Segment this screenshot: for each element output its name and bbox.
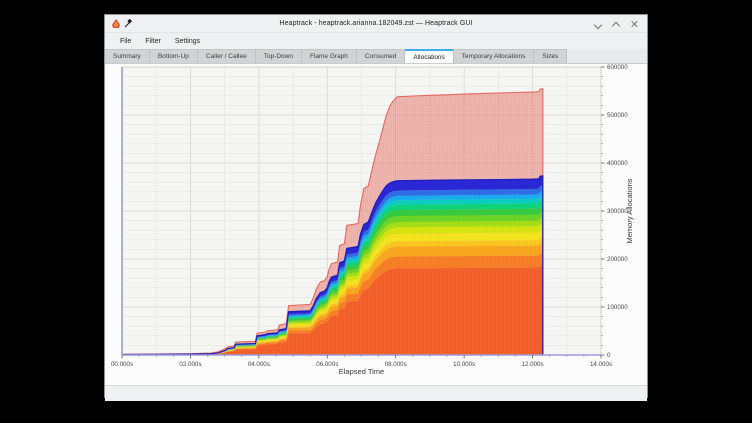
x-tick-label: 02.000s (179, 361, 201, 368)
status-bar (105, 385, 647, 401)
tab-allocations[interactable]: Allocations (405, 49, 454, 63)
x-tick-label: 12.000s (522, 361, 544, 368)
menu-item-settings[interactable]: Settings (174, 37, 201, 45)
tab-top-down[interactable]: Top-Down (255, 49, 302, 63)
y-tick-label: 300000 (607, 208, 628, 215)
tab-consumed[interactable]: Consumed (356, 49, 406, 63)
window-title: Heaptrack - heaptrack.arianna.182049.zst… (279, 20, 473, 27)
y-tick-label: 100000 (607, 304, 628, 311)
titlebar[interactable]: Heaptrack - heaptrack.arianna.182049.zst… (105, 15, 647, 33)
y-tick-label: 200000 (607, 256, 628, 263)
close-button[interactable] (630, 19, 639, 28)
x-tick-label: 06.000s (316, 361, 338, 368)
allocations-chart[interactable]: 00.000s 02.000s 04.000s 06.000s 08.000s 10.00… (105, 64, 647, 385)
tab-flame-graph[interactable]: Flame Graph (301, 49, 357, 63)
x-axis-title: Elapsed Time (339, 367, 384, 376)
tab-summary[interactable]: Summary (105, 49, 150, 63)
x-tick-label: 10.000s (453, 361, 475, 368)
menu-item-filter[interactable]: Filter (145, 37, 161, 45)
titlebar-icons (105, 19, 133, 28)
menu-item-file[interactable]: File (120, 37, 132, 45)
y-tick-label: 0 (607, 352, 611, 359)
heaptrack-app-icon (112, 19, 120, 28)
tab-temporary-allocations[interactable]: Temporary Allocations (453, 49, 535, 63)
tab-bottom-up[interactable]: Bottom-Up (149, 49, 198, 63)
pin-icon (124, 19, 132, 28)
chart-panel: 00.000s 02.000s 04.000s 06.000s 08.000s 10.00… (105, 64, 647, 385)
y-tick-label: 400000 (607, 160, 628, 167)
y-tick-label: 500000 (607, 112, 628, 119)
minimize-button[interactable] (593, 19, 603, 30)
x-tick-label: 00.000s (111, 361, 133, 368)
maximize-button[interactable] (611, 19, 621, 31)
x-tick-label: 14.000s (590, 361, 612, 368)
stack-top-line (121, 175, 544, 356)
tab-caller-callee[interactable]: Caller / Callee (197, 49, 256, 63)
menu-bar: File Filter Settings (105, 33, 647, 49)
tab-sizes[interactable]: Sizes (534, 49, 568, 63)
y-tick-label: 600000 (607, 64, 628, 71)
x-tick-label: 04.000s (248, 361, 270, 368)
total-allocations-line (121, 88, 544, 355)
x-tick-label: 08.000s (385, 361, 407, 368)
y-axis-title: Memory Allocations (625, 178, 634, 243)
tab-bar: Summary Bottom-Up Caller / Callee Top-Down F… (105, 49, 647, 64)
window-controls (593, 19, 647, 31)
heaptrack-window: Heaptrack - heaptrack.arianna.182049.zst… (104, 14, 648, 401)
